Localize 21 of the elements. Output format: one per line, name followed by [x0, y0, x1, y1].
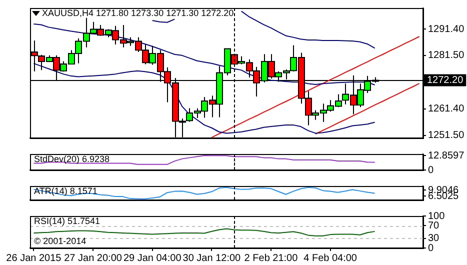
chart-title: StdDev(20) 6.9238: [34, 154, 110, 164]
y-tick-label: 1281.50: [428, 50, 465, 62]
x-tick-label: 29 Jan 04:00: [123, 252, 182, 264]
x-tick-label: 2 Feb 21:00: [244, 252, 298, 264]
y-tick-label: 0: [428, 242, 434, 254]
y-tick-label: 0: [428, 164, 434, 176]
annotation: © 2001-2014: [34, 236, 86, 246]
x-tick-label: 4 Feb 04:00: [304, 252, 358, 264]
y-tick-label: 1261.40: [428, 104, 465, 115]
chart-title: XAUUSD,H4 1271.80 1273.30 1271.30 1272.20: [42, 8, 234, 18]
x-tick-label: 26 Jan 2015: [6, 252, 62, 264]
y-tick-label: 1291.40: [428, 24, 465, 35]
y-tick-label: 12.8597: [428, 150, 465, 162]
chart-title: RSI(14) 51.7541: [34, 216, 100, 226]
y-tick-label: 100: [428, 210, 446, 222]
x-tick-label: 27 Jan 20:00: [64, 252, 122, 264]
y-tick-label: 30: [428, 233, 440, 244]
y-tick-label: 70: [428, 220, 440, 232]
ref-line-label: 1272.20: [427, 74, 464, 86]
x-tick-label: 30 Jan 12:00: [182, 252, 242, 264]
y-tick-label: 1251.50: [428, 130, 465, 142]
